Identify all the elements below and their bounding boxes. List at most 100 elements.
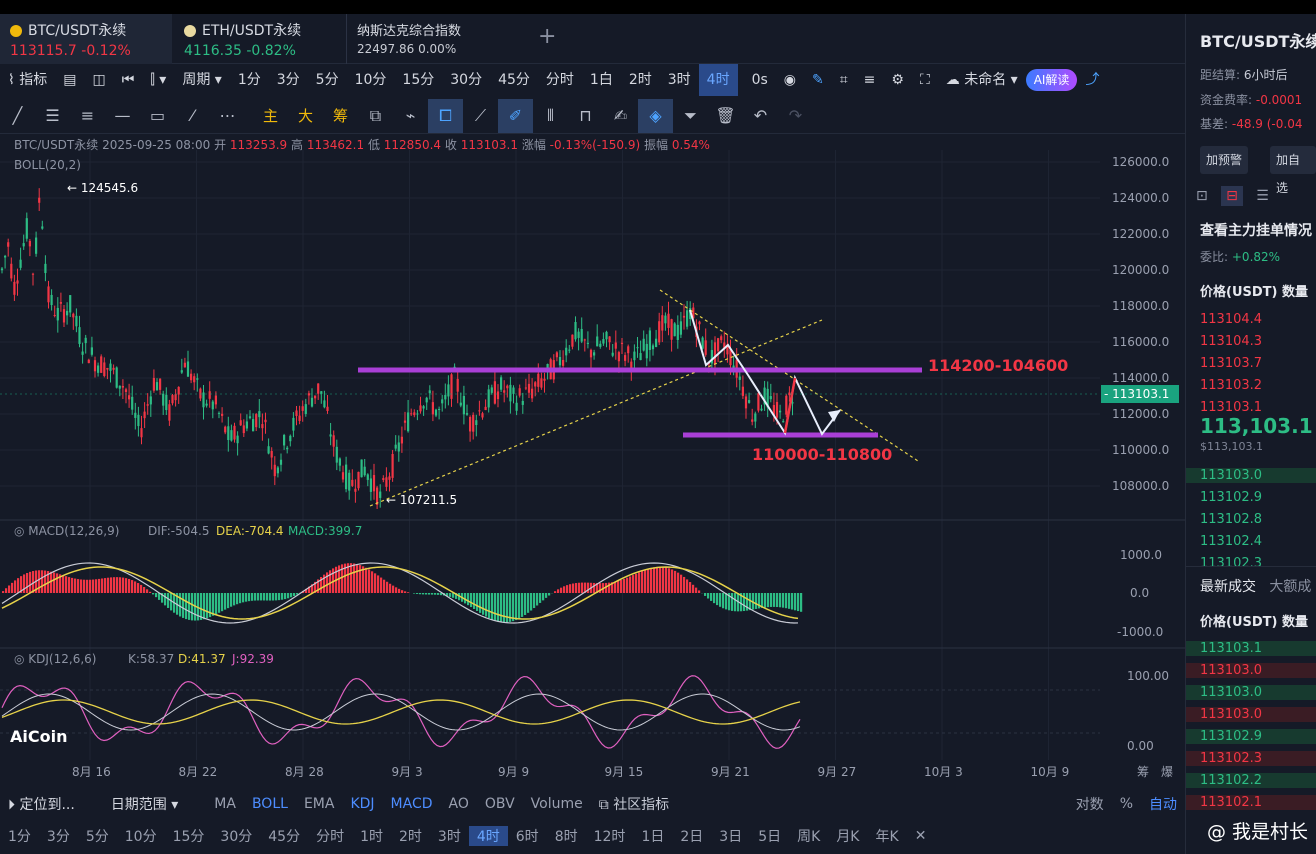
interval-0[interactable]: 1分 xyxy=(237,72,261,88)
ai-button[interactable]: AI解读 xyxy=(1025,69,1078,91)
more-tools-icon[interactable]: ⋯ xyxy=(219,105,236,125)
rp-trades-tab2[interactable]: 大额成 xyxy=(1269,579,1312,595)
pencil-icon[interactable]: ⁄ xyxy=(191,105,194,125)
brush-icon[interactable]: ✐ xyxy=(498,98,533,133)
bottom-interval-19[interactable]: 周K xyxy=(797,829,821,845)
bottom-interval-18[interactable]: 5日 xyxy=(758,829,782,845)
locate-button[interactable]: ⏵ 定位到... xyxy=(8,797,75,813)
indicator-obv[interactable]: OBV xyxy=(484,796,515,812)
bottom-interval-21[interactable]: 年K xyxy=(875,829,899,845)
book-icon[interactable]: ⊡ xyxy=(1196,188,1208,204)
tab-nasdaq[interactable]: 纳斯达克综合指数 22497.86 0.00% xyxy=(346,14,526,64)
indicator-kdj[interactable]: KDJ xyxy=(350,796,375,812)
chart-type-icon[interactable]: ⫿ ▾ xyxy=(150,72,167,88)
candle-icon[interactable]: ⫴ xyxy=(547,105,554,125)
rp-trades-title[interactable]: 最新成交 xyxy=(1200,579,1256,595)
trades-icon[interactable]: ☰ xyxy=(1256,188,1269,204)
add-alert-button[interactable]: 加预警 xyxy=(1200,146,1249,174)
tab-eth[interactable]: ETH/USDT永续 4116.35 -0.82% xyxy=(174,14,344,64)
redo-icon[interactable]: ↷ xyxy=(788,105,803,125)
bottom-interval-13[interactable]: 8时 xyxy=(554,829,578,845)
interval-7[interactable]: 分时 xyxy=(545,72,574,88)
tab-btc[interactable]: BTC/USDT永续 113115.7 -0.12% xyxy=(0,14,172,64)
interval-1[interactable]: 3分 xyxy=(276,72,300,88)
indicator-boll[interactable]: BOLL xyxy=(251,796,288,812)
interval-4[interactable]: 15分 xyxy=(402,72,435,88)
interval-2[interactable]: 5分 xyxy=(315,72,339,88)
bottom-interval-20[interactable]: 月K xyxy=(836,829,860,845)
auto-scale-toggle[interactable]: 自动 xyxy=(1149,797,1177,813)
add-tab-icon[interactable]: + xyxy=(538,24,557,49)
community-indicator-button[interactable]: ⧉ 社区指标 xyxy=(598,797,670,813)
crop-icon[interactable]: ⌗ xyxy=(839,72,848,88)
interval-3[interactable]: 10分 xyxy=(354,72,387,88)
lock-icon[interactable]: ⊓ xyxy=(579,105,592,125)
ruler-icon[interactable]: ⟋ xyxy=(474,105,487,125)
bottom-interval-2[interactable]: 5分 xyxy=(85,829,109,845)
bottom-interval-17[interactable]: 3日 xyxy=(719,829,743,845)
large-order-button[interactable]: 大 xyxy=(297,106,313,125)
copy-icon[interactable]: ⧉ xyxy=(369,105,382,125)
horizontal-lines-icon[interactable]: ≡ xyxy=(80,105,95,125)
add-favorite-button[interactable]: 加自选 xyxy=(1270,146,1316,195)
rectangle-icon[interactable]: ▭ xyxy=(149,105,166,125)
main-force-button[interactable]: 主 xyxy=(262,106,278,125)
bottom-interval-3[interactable]: 10分 xyxy=(124,829,157,845)
indicator-volume[interactable]: Volume xyxy=(530,796,583,812)
bottom-interval-1[interactable]: 3分 xyxy=(46,829,70,845)
bottom-interval-10[interactable]: 3时 xyxy=(437,829,461,845)
filter-icon[interactable]: ⏷ xyxy=(684,105,697,125)
bottom-interval-4[interactable]: 15分 xyxy=(172,829,205,845)
interval-10[interactable]: 3时 xyxy=(667,72,691,88)
fullscreen-icon[interactable]: ⛶ xyxy=(919,72,930,88)
horizontal-ray-icon[interactable]: — xyxy=(114,105,131,125)
eye-icon[interactable]: ◈ xyxy=(638,98,673,133)
bottom-interval-7[interactable]: 分时 xyxy=(316,829,345,845)
price-chart[interactable]: BOLL(20,2) ← 124545.6 ← 107211.5 114200-10… xyxy=(0,150,1185,790)
calendar-icon[interactable]: ▤ xyxy=(63,72,77,88)
interval-6[interactable]: 45分 xyxy=(498,72,530,88)
date-range-button[interactable]: 日期范围 ▾ xyxy=(110,797,179,813)
parallel-lines-icon[interactable]: ☰ xyxy=(45,105,60,125)
rp-tab-icons[interactable]: ⊡ ⊟ ☰ xyxy=(1196,186,1269,206)
indicator-button[interactable]: ⌇ 指标 xyxy=(0,64,55,96)
chip-button[interactable]: 筹 xyxy=(332,106,348,125)
layout-icon[interactable]: ◫ xyxy=(92,72,106,88)
template-button[interactable]: ☁ 未命名 ▾ xyxy=(945,72,1018,88)
bottom-interval-0[interactable]: 1分 xyxy=(8,829,31,845)
bottom-interval-11[interactable]: 4时 xyxy=(468,826,508,846)
magnet-icon[interactable]: ⌁ xyxy=(405,105,416,125)
bottom-interval-8[interactable]: 1时 xyxy=(360,829,383,845)
indicator-macd[interactable]: MACD xyxy=(390,796,433,812)
bottom-interval-12[interactable]: 6时 xyxy=(515,829,539,845)
period-button[interactable]: 周期 ▾ xyxy=(182,72,222,88)
note-icon[interactable]: ✍ xyxy=(613,105,628,125)
undo-icon[interactable]: ↶ xyxy=(753,105,768,125)
bottom-interval-16[interactable]: 2日 xyxy=(680,829,704,845)
interval-8[interactable]: 1白 xyxy=(589,72,613,88)
log-scale-toggle[interactable]: 对数 xyxy=(1075,797,1104,813)
interval-9[interactable]: 2时 xyxy=(628,72,652,88)
indicator-ema[interactable]: EMA xyxy=(303,796,335,812)
bottom-interval-15[interactable]: 1日 xyxy=(641,829,665,845)
indicator-ma[interactable]: MA xyxy=(214,796,236,812)
trend-line-icon[interactable]: ╱ xyxy=(12,105,23,125)
share-icon[interactable]: ⤴ xyxy=(1085,72,1100,88)
indicator-ao[interactable]: AO xyxy=(448,796,469,812)
interval-11[interactable]: 4时 xyxy=(698,64,738,96)
settings-gear-icon[interactable]: ⚙ xyxy=(891,72,904,88)
depth-icon[interactable]: ⊟ xyxy=(1221,186,1243,206)
bottom-interval-5[interactable]: 30分 xyxy=(220,829,253,845)
pen-icon[interactable]: ✎ xyxy=(812,72,824,88)
replay-back-icon[interactable]: ⏮ xyxy=(121,72,135,88)
replay-button[interactable]: 0s xyxy=(751,72,768,88)
percent-scale-toggle[interactable]: % xyxy=(1119,796,1133,812)
close-intervals-icon[interactable]: ✕ xyxy=(914,828,927,844)
bottom-interval-6[interactable]: 45分 xyxy=(268,829,301,845)
camera-icon[interactable]: ◉ xyxy=(783,72,797,88)
bottom-interval-14[interactable]: 12时 xyxy=(593,829,626,845)
bottom-interval-9[interactable]: 2时 xyxy=(399,829,422,845)
list-icon[interactable]: ≡ xyxy=(863,72,876,88)
trash-icon[interactable]: 🗑 xyxy=(715,105,736,125)
link-icon[interactable]: ⧠ xyxy=(428,98,463,133)
